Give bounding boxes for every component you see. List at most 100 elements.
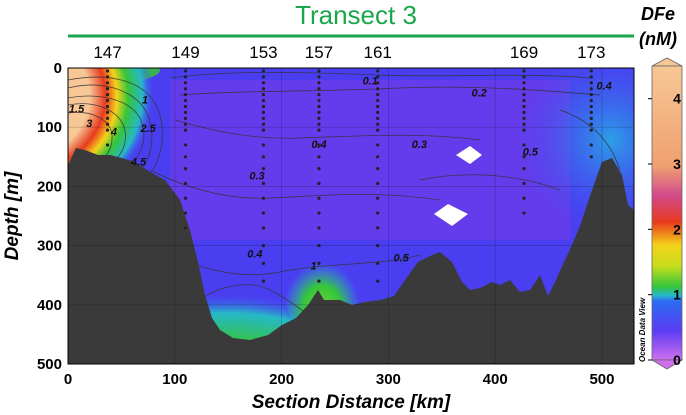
contour-line bbox=[199, 284, 311, 316]
sample-dot bbox=[105, 69, 110, 73]
white-blank-1 bbox=[456, 146, 482, 164]
sample-dot bbox=[105, 93, 110, 97]
contour-label: 0.5 bbox=[394, 253, 410, 265]
sample-dots bbox=[105, 69, 593, 283]
sample-dot bbox=[105, 128, 110, 132]
sample-dot bbox=[105, 122, 110, 126]
sample-dot bbox=[317, 122, 321, 126]
contour-label: 0.3 bbox=[249, 170, 264, 182]
contour-line bbox=[68, 95, 145, 176]
sample-dot bbox=[261, 155, 266, 159]
sample-dot bbox=[261, 196, 266, 200]
sample-dot bbox=[589, 155, 593, 159]
sample-dot bbox=[183, 110, 188, 114]
contour-label: 1.5 bbox=[69, 103, 85, 115]
contour-label: 3 bbox=[86, 118, 92, 130]
contour-line bbox=[174, 119, 481, 141]
sample-dot bbox=[376, 279, 380, 283]
colorbar-tick-label: 2 bbox=[673, 221, 681, 237]
sample-dot bbox=[376, 196, 380, 200]
sample-dot bbox=[522, 167, 526, 171]
sample-dot bbox=[261, 93, 266, 97]
sample-dot bbox=[522, 87, 526, 91]
sample-dot bbox=[183, 181, 188, 186]
contour-label: 0.4 bbox=[311, 139, 326, 151]
contour-label: 0.4 bbox=[596, 80, 611, 92]
sample-dot bbox=[317, 69, 321, 73]
sample-dot bbox=[261, 110, 266, 114]
sample-dot bbox=[376, 75, 380, 79]
sample-dot bbox=[105, 116, 110, 120]
sample-dot bbox=[317, 75, 321, 79]
sample-dot bbox=[376, 110, 380, 114]
sample-dot bbox=[183, 122, 188, 126]
colorbar-bottom-arrow bbox=[650, 359, 684, 370]
sample-dot bbox=[589, 143, 593, 147]
sample-dot bbox=[589, 87, 593, 91]
sample-dot bbox=[589, 81, 593, 85]
sample-dot bbox=[376, 226, 380, 230]
sample-dot bbox=[376, 104, 380, 109]
sample-dot bbox=[261, 226, 266, 230]
sample-dot bbox=[522, 181, 526, 186]
contour-label: 0.3 bbox=[412, 139, 427, 151]
sample-dot bbox=[589, 104, 593, 109]
sample-dot bbox=[522, 104, 526, 109]
seafloor bbox=[68, 148, 634, 364]
y-axis-ticks: 0 100 200 300 400 500 bbox=[37, 60, 62, 373]
sample-dot bbox=[183, 93, 188, 97]
sample-dot bbox=[317, 279, 321, 283]
x-axis-ticks: 0 100 200 300 400 500 bbox=[64, 371, 615, 388]
contour-label: 4.5 bbox=[130, 157, 147, 169]
sample-dot bbox=[522, 110, 526, 114]
colorbar bbox=[651, 65, 683, 361]
sample-dot bbox=[376, 261, 380, 265]
sample-dot bbox=[376, 81, 380, 85]
sample-dot bbox=[261, 75, 266, 79]
x-tick-label: 0 bbox=[64, 371, 72, 388]
sample-dot bbox=[376, 122, 380, 126]
sample-dot bbox=[522, 143, 526, 147]
station-label: 153 bbox=[249, 43, 277, 62]
plot-frame bbox=[67, 67, 635, 365]
colorbar-tick-label: 4 bbox=[673, 91, 681, 107]
sample-dot bbox=[105, 110, 110, 114]
sample-dot bbox=[261, 211, 266, 215]
contour-label: 4 bbox=[110, 126, 117, 138]
sample-dot bbox=[317, 98, 321, 103]
sample-dot bbox=[183, 211, 188, 215]
chart-title: Transect 3 bbox=[295, 0, 417, 30]
sample-dot bbox=[376, 211, 380, 215]
contour-label: 1 bbox=[142, 95, 148, 107]
station-label: 147 bbox=[93, 43, 121, 62]
sample-dot bbox=[261, 69, 266, 73]
sample-dot bbox=[183, 81, 188, 85]
sample-dot bbox=[376, 98, 380, 103]
sample-dot bbox=[589, 128, 593, 132]
colorbar-ticks: 0 1 2 3 4 bbox=[648, 91, 681, 368]
station-label: 157 bbox=[305, 43, 333, 62]
sample-dot bbox=[183, 226, 188, 230]
sample-dot bbox=[105, 87, 110, 91]
contour-line bbox=[559, 109, 621, 171]
sample-dot bbox=[183, 167, 188, 171]
sample-dot bbox=[105, 81, 110, 85]
x-tick-label: 100 bbox=[162, 371, 187, 388]
sample-dot bbox=[261, 261, 266, 265]
sample-dot bbox=[317, 261, 321, 265]
sample-dot bbox=[317, 244, 321, 248]
sample-dot bbox=[183, 69, 188, 73]
contour-labels: 1.5 1 3 4 2.5 4.5 0.1 0.2 0.4 0.4 0.3 0.5 0.3 0.4 1 0.5 bbox=[69, 76, 612, 273]
contour-label: 0.4 bbox=[247, 248, 262, 260]
sample-dot bbox=[183, 155, 188, 159]
sample-dot bbox=[522, 93, 526, 97]
sample-dot bbox=[522, 196, 526, 200]
sample-dot bbox=[522, 98, 526, 103]
sample-dot bbox=[522, 128, 526, 132]
colorbar-tick-label: 0 bbox=[673, 352, 681, 368]
sample-dot bbox=[317, 181, 321, 186]
sample-dot bbox=[261, 116, 266, 120]
sample-dot bbox=[183, 116, 188, 120]
sample-dot bbox=[261, 279, 266, 283]
sample-dot bbox=[376, 128, 380, 132]
